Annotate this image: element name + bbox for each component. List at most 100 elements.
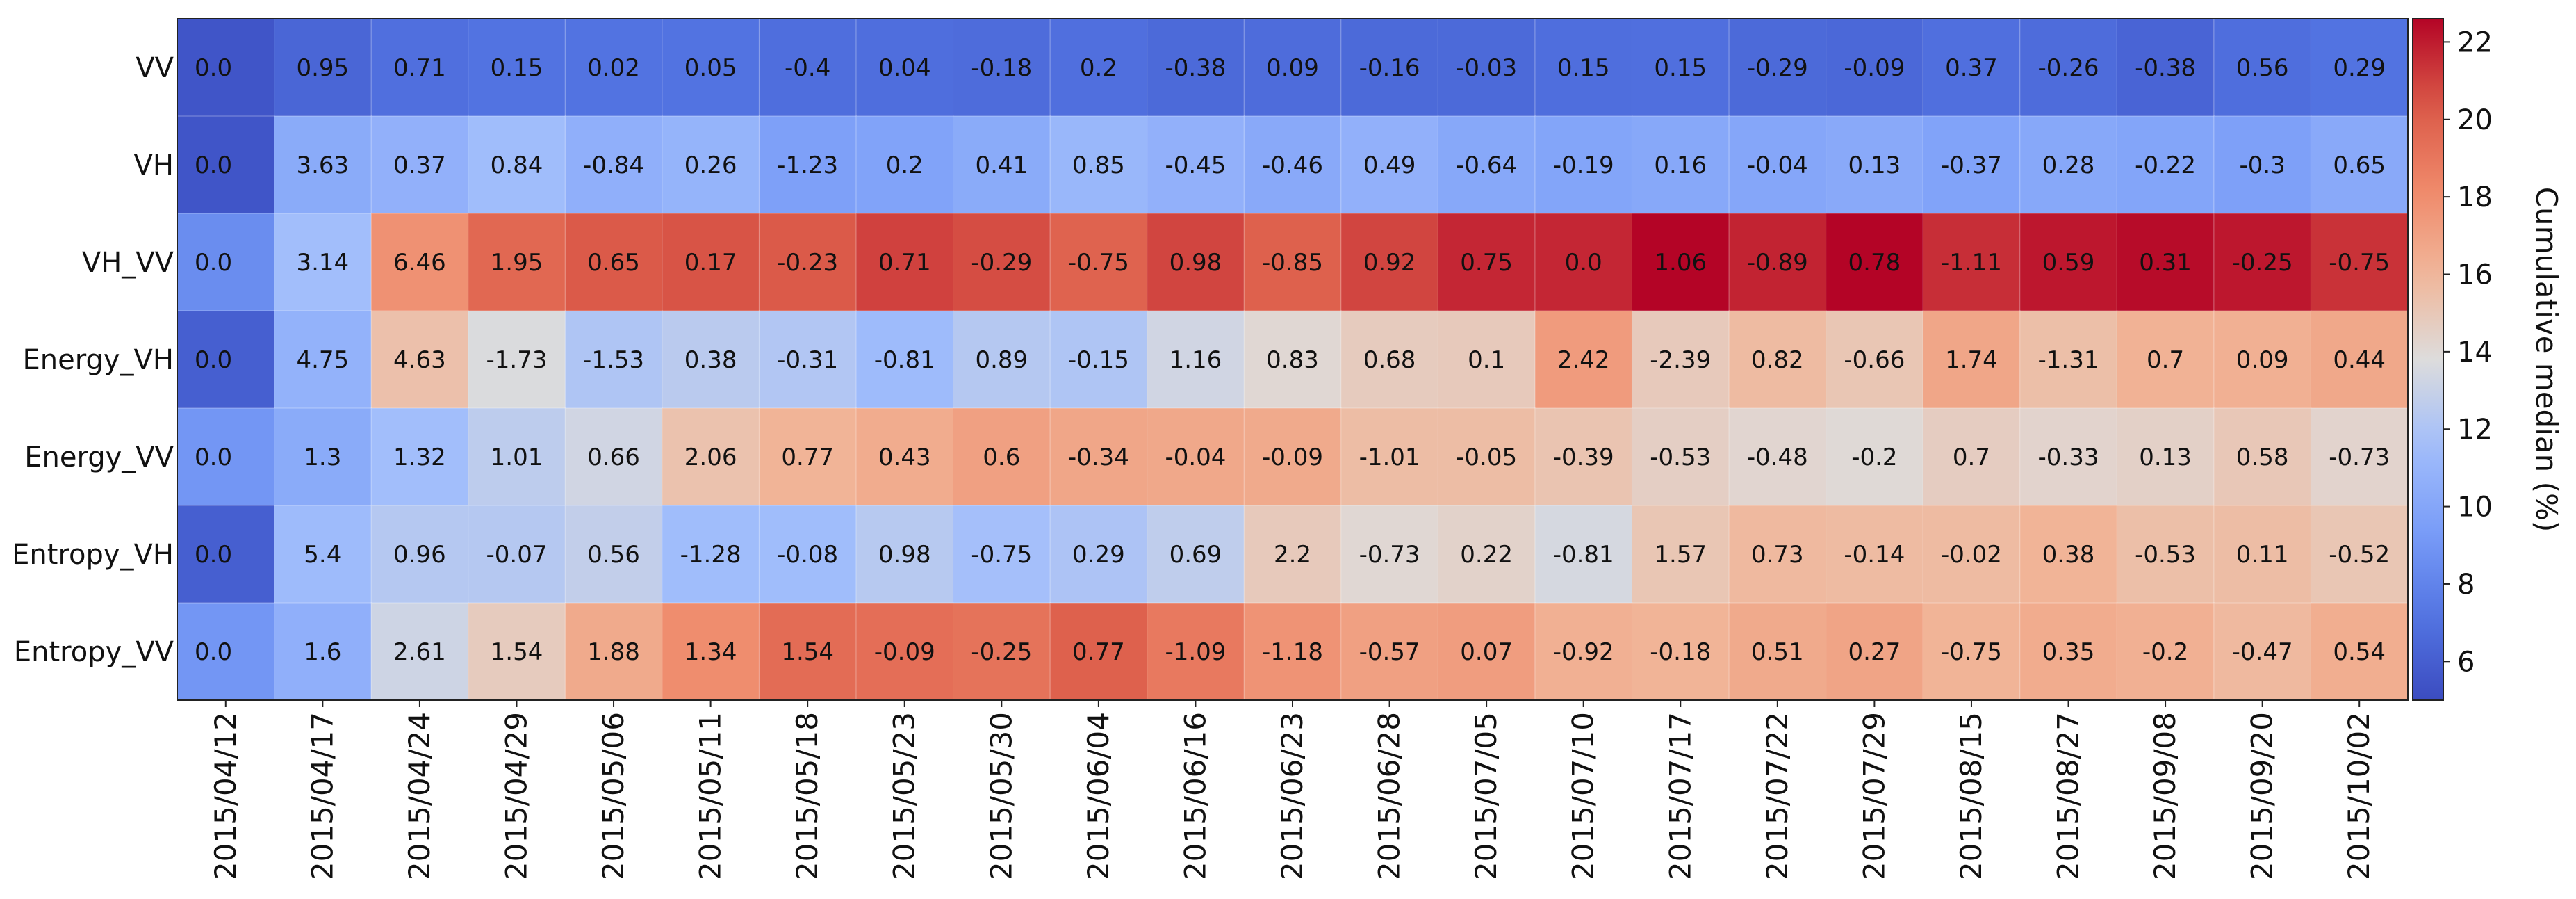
heatmap-cell bbox=[953, 602, 1051, 701]
heatmap-cell bbox=[2019, 18, 2118, 117]
heatmap-cell bbox=[274, 407, 372, 506]
heatmap-cell bbox=[1826, 18, 1924, 117]
heatmap-cell bbox=[855, 505, 954, 604]
heatmap-cell bbox=[758, 407, 857, 506]
heatmap-cell bbox=[2310, 505, 2409, 604]
heatmap-cell bbox=[2310, 213, 2409, 311]
heatmap-cell bbox=[1049, 407, 1148, 506]
heatmap-cell bbox=[2116, 407, 2215, 506]
heatmap-cell bbox=[2019, 602, 2118, 701]
cell-annotation: 0.16 bbox=[1654, 152, 1707, 179]
heatmap-cell bbox=[177, 213, 275, 311]
heatmap-cell bbox=[564, 18, 663, 117]
cell-annotation: 0.65 bbox=[587, 249, 640, 277]
cell-annotation: -0.25 bbox=[2232, 249, 2293, 277]
cell-annotation: 0.13 bbox=[1848, 152, 1901, 179]
heatmap-cell bbox=[1826, 407, 1924, 506]
cell-annotation: 0.05 bbox=[684, 54, 737, 82]
heatmap-cell bbox=[2310, 407, 2409, 506]
cell-annotation: 0.96 bbox=[393, 541, 446, 569]
cell-annotation: 0.84 bbox=[491, 152, 543, 179]
cell-annotation: -0.05 bbox=[1456, 444, 1517, 471]
cell-annotation: -1.73 bbox=[486, 346, 547, 374]
column-label: 2015/05/30 bbox=[984, 712, 1018, 880]
heatmap-cell bbox=[1922, 505, 2021, 604]
heatmap-cell bbox=[758, 602, 857, 701]
cell-annotation: -0.31 bbox=[777, 346, 838, 374]
heatmap-cell bbox=[1922, 18, 2021, 117]
heatmap-cell bbox=[468, 602, 566, 701]
cell-annotation: 4.75 bbox=[296, 346, 349, 374]
row-label: Entropy_VH bbox=[12, 539, 174, 571]
cell-annotation: 1.34 bbox=[684, 638, 737, 666]
cell-annotation: 0.58 bbox=[2236, 444, 2289, 471]
cell-annotation: -0.47 bbox=[2232, 638, 2293, 666]
cell-annotation: 0.73 bbox=[1751, 541, 1804, 569]
heatmap-cell bbox=[1049, 602, 1148, 701]
cell-annotation: 1.32 bbox=[393, 444, 446, 471]
heatmap-cell bbox=[370, 505, 469, 604]
heatmap-cell bbox=[1631, 310, 1730, 409]
heatmap-cell bbox=[1534, 18, 1633, 117]
cell-annotation: 1.54 bbox=[781, 638, 834, 666]
cell-annotation: -0.18 bbox=[971, 54, 1032, 82]
cell-annotation: 0.59 bbox=[2042, 249, 2095, 277]
cell-annotation: 0.78 bbox=[1848, 249, 1901, 277]
heatmap-cell bbox=[1826, 602, 1924, 701]
column-label: 2015/07/29 bbox=[1857, 712, 1891, 880]
heatmap-frame bbox=[177, 18, 2409, 701]
cell-annotation: -0.46 bbox=[1262, 152, 1323, 179]
colorbar-tick-label: 20 bbox=[2457, 104, 2493, 136]
cell-annotation: -0.26 bbox=[2038, 54, 2099, 82]
column-label: 2015/09/08 bbox=[2148, 712, 2182, 880]
cell-annotation: 0.0 bbox=[195, 54, 232, 82]
heatmap-cell bbox=[1340, 213, 1439, 311]
row-label: Entropy_VV bbox=[14, 636, 174, 668]
heatmap-cell bbox=[1243, 602, 1342, 701]
cell-annotation: 0.82 bbox=[1751, 346, 1804, 374]
cell-annotation: 1.54 bbox=[491, 638, 543, 666]
cell-annotation: 0.29 bbox=[2333, 54, 2386, 82]
cell-annotation: -0.04 bbox=[1165, 444, 1226, 471]
column-label: 2015/06/16 bbox=[1178, 712, 1212, 880]
cell-annotation: -0.15 bbox=[1068, 346, 1129, 374]
cell-annotation: 1.74 bbox=[1945, 346, 1998, 374]
cell-annotation: -0.19 bbox=[1553, 152, 1614, 179]
cell-annotation: -0.02 bbox=[1941, 541, 2002, 569]
heatmap-cell bbox=[2019, 407, 2118, 506]
cell-annotation: 0.56 bbox=[587, 541, 640, 569]
cell-annotation: 0.0 bbox=[195, 152, 232, 179]
cell-annotation: 0.66 bbox=[587, 444, 640, 471]
column-label: 2015/05/06 bbox=[596, 712, 630, 880]
heatmap-cell bbox=[662, 602, 760, 701]
heatmap-cell bbox=[468, 213, 566, 311]
heatmap-cell bbox=[855, 310, 954, 409]
cell-annotation: -0.53 bbox=[2135, 541, 2196, 569]
cell-annotation: 1.01 bbox=[491, 444, 543, 471]
column-label: 2015/07/17 bbox=[1663, 712, 1697, 880]
heatmap-cell bbox=[1340, 407, 1439, 506]
cell-annotation: 0.28 bbox=[2042, 152, 2095, 179]
heatmap-cell bbox=[1728, 18, 1827, 117]
cell-annotation: 0.0 bbox=[1565, 249, 1602, 277]
heatmap-cell bbox=[468, 505, 566, 604]
cell-annotation: 3.14 bbox=[296, 249, 349, 277]
colorbar-tick-label: 14 bbox=[2457, 337, 2493, 368]
heatmap-cell bbox=[1631, 505, 1730, 604]
heatmap-cell bbox=[662, 18, 760, 117]
heatmap-cell bbox=[2213, 115, 2312, 214]
cell-annotation: 0.68 bbox=[1363, 346, 1416, 374]
colorbar-tick-label: 10 bbox=[2457, 492, 2493, 524]
cell-annotation: -0.89 bbox=[1747, 249, 1808, 277]
cell-annotation: -1.09 bbox=[1165, 638, 1226, 666]
heatmap-cell bbox=[855, 602, 954, 701]
cell-annotation: 2.42 bbox=[1557, 346, 1610, 374]
cell-annotation: -0.4 bbox=[785, 54, 830, 82]
cell-annotation: 0.44 bbox=[2333, 346, 2386, 374]
column-label: 2015/04/17 bbox=[305, 712, 339, 880]
cell-annotation: 0.07 bbox=[1460, 638, 1513, 666]
heatmap-cell bbox=[2213, 407, 2312, 506]
cell-annotation: -0.23 bbox=[777, 249, 838, 277]
heatmap-cell bbox=[662, 115, 760, 214]
cell-annotation: 1.06 bbox=[1654, 249, 1707, 277]
